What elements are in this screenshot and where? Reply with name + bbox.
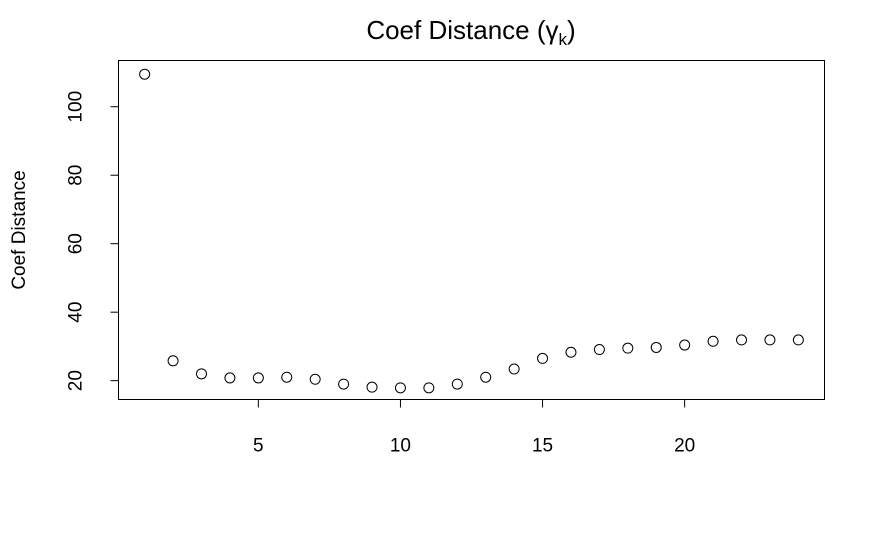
data-point (480, 371, 492, 383)
x-tick-label: 10 (390, 436, 411, 457)
y-axis-label: Coef Distance (9, 170, 30, 289)
data-point (508, 363, 520, 375)
data-point (451, 378, 463, 390)
x-tick-label: 15 (532, 436, 553, 457)
y-tick-label: 20 (66, 370, 87, 391)
data-point (764, 334, 776, 346)
data-point (224, 372, 236, 384)
data-point (139, 68, 151, 80)
data-point (622, 342, 634, 354)
y-axis: 20 40 60 80 100 (66, 91, 119, 391)
data-point (167, 355, 179, 367)
data-point (707, 335, 719, 347)
data-point (423, 382, 435, 394)
data-point (281, 371, 293, 383)
data-point (679, 339, 691, 351)
data-point (792, 334, 804, 346)
data-point (252, 372, 264, 384)
data-point (565, 346, 577, 358)
x-tick-label: 5 (253, 436, 264, 457)
data-point (309, 373, 321, 385)
x-axis: 5 10 15 20 (253, 399, 695, 457)
data-point (650, 341, 662, 353)
data-point (537, 352, 549, 364)
data-point (366, 381, 378, 393)
data-point (195, 368, 207, 380)
data-points (139, 68, 804, 394)
plot-frame (118, 60, 825, 400)
data-point (736, 334, 748, 346)
y-tick-label: 100 (66, 91, 87, 123)
y-tick-label: 60 (66, 233, 87, 254)
y-tick-label: 40 (66, 302, 87, 323)
data-point (338, 378, 350, 390)
data-point (593, 344, 605, 356)
data-point (394, 382, 406, 394)
y-tick-label: 80 (66, 165, 87, 186)
x-tick-label: 20 (674, 436, 695, 457)
chart-title: Coef Distance (γk) (366, 15, 575, 49)
